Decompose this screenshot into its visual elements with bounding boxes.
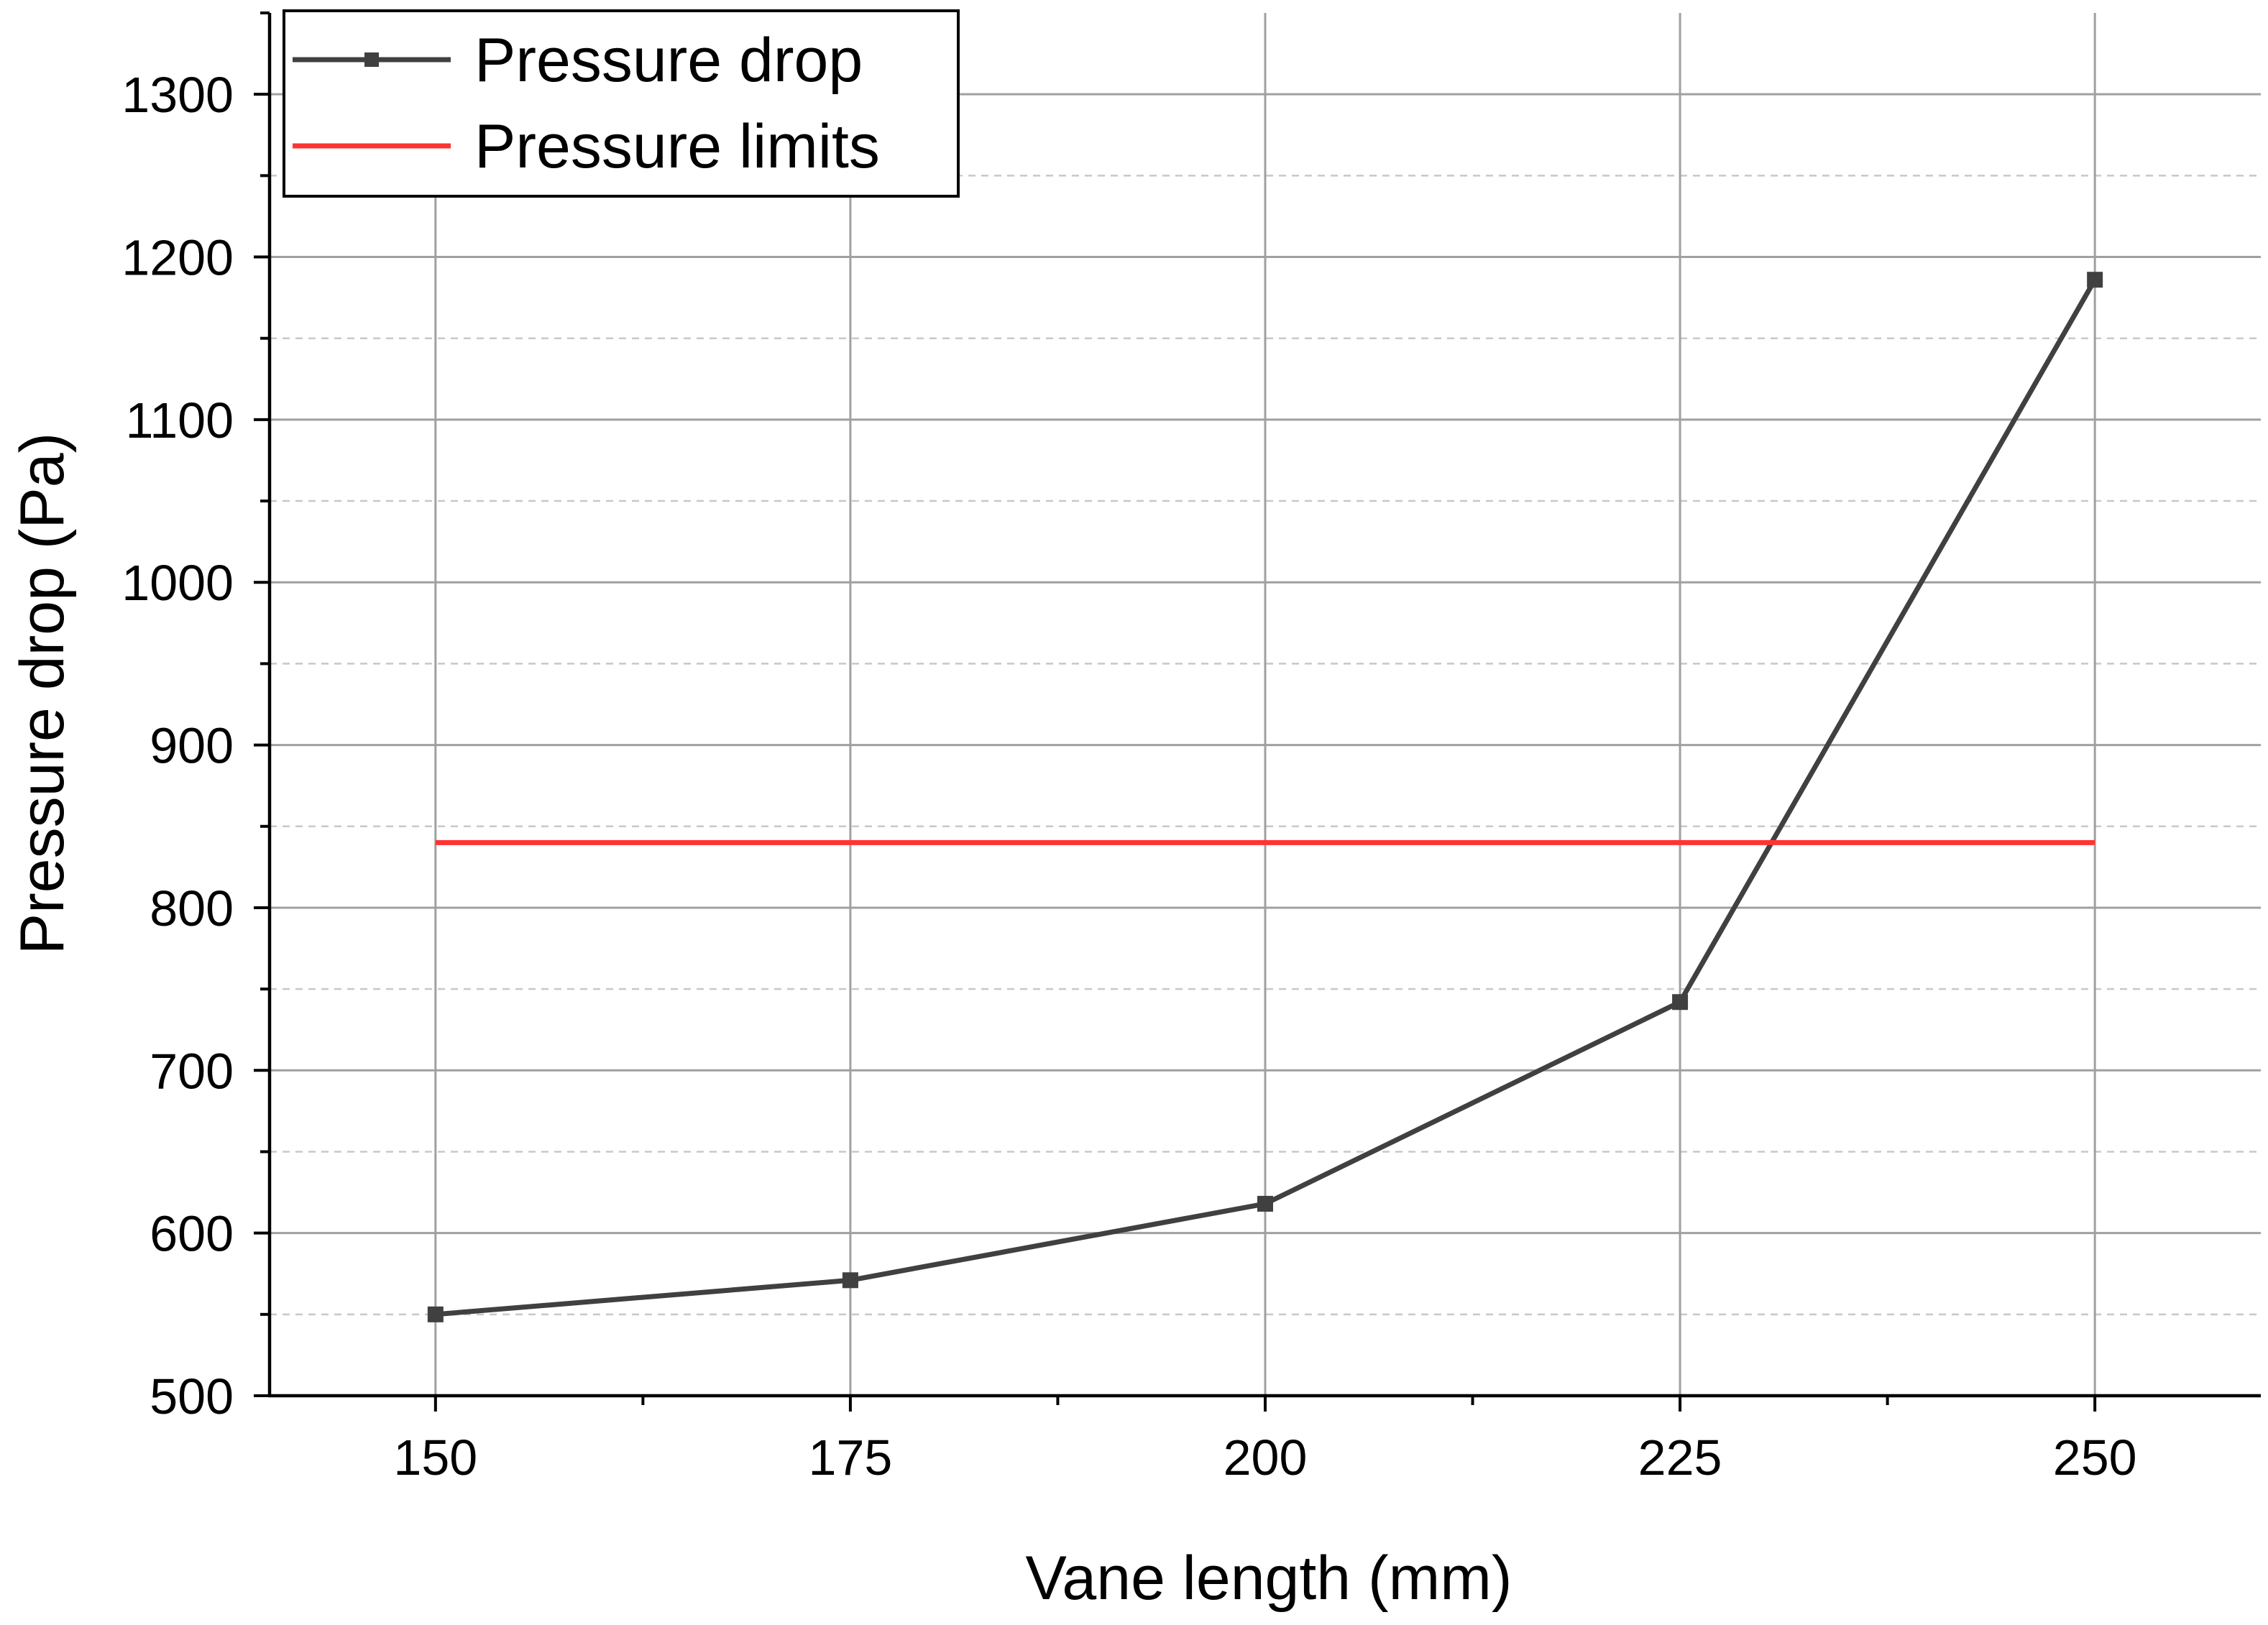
y-tick-label: 800 [150, 880, 234, 936]
data-point-marker [842, 1272, 858, 1289]
x-tick-label: 200 [1223, 1430, 1308, 1486]
data-point-marker [1257, 1195, 1273, 1212]
data-point-marker [1672, 994, 1689, 1011]
y-tick-label: 1200 [121, 230, 234, 286]
series-lines [427, 272, 2103, 1322]
data-point-marker [427, 1306, 444, 1322]
x-tick-label: 250 [2053, 1430, 2137, 1486]
legend-box [283, 9, 960, 198]
legend-label: Pressure drop [474, 26, 863, 95]
x-tick-label: 150 [393, 1430, 477, 1486]
y-tick-label: 500 [150, 1368, 234, 1424]
axes [254, 11, 2261, 1412]
legend-label: Pressure limits [474, 112, 880, 181]
grid [270, 13, 2261, 1396]
legend-swatch-marker [364, 52, 379, 67]
y-tick-label: 600 [150, 1206, 234, 1262]
y-tick-label: 900 [150, 718, 234, 774]
x-axis-title: Vane length (mm) [1025, 1544, 1512, 1613]
y-tick-label: 1100 [125, 392, 234, 448]
y-axis-title: Pressure drop (Pa) [8, 433, 77, 955]
legend: Pressure drop Pressure limits [283, 9, 960, 198]
data-point-marker [2087, 272, 2103, 288]
tick-labels: 500 600 700 800 900 1000 1100 1200 1300 150 175 200… [121, 67, 2136, 1486]
x-tick-label: 225 [1638, 1430, 1722, 1486]
y-tick-label: 1300 [121, 67, 234, 123]
y-tick-label: 700 [150, 1043, 234, 1099]
x-tick-label: 175 [809, 1430, 893, 1486]
y-tick-label: 1000 [121, 555, 234, 611]
